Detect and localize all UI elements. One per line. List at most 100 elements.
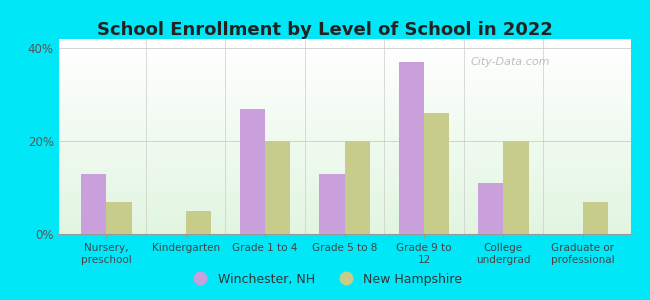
Bar xyxy=(58,87,630,88)
Bar xyxy=(58,88,630,89)
Bar xyxy=(58,139,630,140)
Bar xyxy=(58,192,630,193)
Bar xyxy=(58,161,630,162)
Bar xyxy=(58,39,630,40)
Bar xyxy=(58,126,630,127)
Bar xyxy=(58,78,630,79)
Bar xyxy=(58,212,630,214)
Bar xyxy=(58,52,630,53)
Bar xyxy=(58,195,630,196)
Bar xyxy=(58,118,630,119)
Bar xyxy=(58,108,630,109)
Bar xyxy=(58,146,630,147)
Bar xyxy=(58,115,630,116)
Bar xyxy=(58,140,630,141)
Bar xyxy=(58,203,630,204)
Bar xyxy=(58,43,630,44)
Bar xyxy=(58,167,630,168)
Bar xyxy=(58,59,630,61)
Bar xyxy=(58,65,630,66)
Bar xyxy=(58,102,630,103)
Bar xyxy=(58,202,630,203)
Bar xyxy=(58,220,630,221)
Bar xyxy=(58,175,630,176)
Bar xyxy=(58,55,630,56)
Bar xyxy=(58,168,630,169)
Bar xyxy=(58,109,630,110)
Bar xyxy=(58,144,630,145)
Bar xyxy=(58,221,630,222)
Bar xyxy=(58,147,630,148)
Bar xyxy=(58,91,630,92)
Bar xyxy=(58,95,630,97)
Bar xyxy=(58,149,630,150)
Bar xyxy=(58,131,630,132)
Bar xyxy=(58,93,630,94)
Bar xyxy=(58,160,630,161)
Bar xyxy=(58,77,630,78)
Bar xyxy=(58,196,630,197)
Bar xyxy=(58,45,630,46)
Bar xyxy=(58,50,630,51)
Bar xyxy=(58,111,630,112)
Bar xyxy=(58,66,630,67)
Bar xyxy=(58,62,630,63)
Bar xyxy=(58,159,630,160)
Bar xyxy=(58,198,630,199)
Bar xyxy=(58,205,630,206)
Bar xyxy=(58,188,630,189)
Bar xyxy=(58,187,630,188)
Bar xyxy=(58,97,630,98)
Bar xyxy=(58,185,630,186)
Bar xyxy=(58,104,630,105)
Bar xyxy=(58,46,630,47)
Bar xyxy=(58,121,630,122)
Bar xyxy=(58,40,630,41)
Bar xyxy=(58,41,630,42)
Bar xyxy=(58,225,630,226)
Bar xyxy=(58,86,630,87)
Bar xyxy=(58,133,630,134)
Legend: Winchester, NH, New Hampshire: Winchester, NH, New Hampshire xyxy=(183,268,467,291)
Bar xyxy=(58,67,630,68)
Bar xyxy=(58,124,630,125)
Bar xyxy=(58,214,630,215)
Bar xyxy=(58,110,630,111)
Bar xyxy=(58,181,630,182)
Bar xyxy=(58,107,630,108)
Bar xyxy=(58,129,630,130)
Bar xyxy=(398,62,424,234)
Bar xyxy=(58,164,630,165)
Bar xyxy=(58,84,630,85)
Bar xyxy=(58,106,630,107)
Bar xyxy=(58,74,630,75)
Bar xyxy=(58,156,630,157)
Text: City-Data.com: City-Data.com xyxy=(471,57,550,68)
Bar xyxy=(58,158,630,159)
Bar xyxy=(58,98,630,100)
Bar xyxy=(58,155,630,156)
Bar xyxy=(58,103,630,104)
Bar xyxy=(58,83,630,84)
Bar xyxy=(58,227,630,228)
Bar xyxy=(58,79,630,80)
Bar xyxy=(58,85,630,86)
Bar xyxy=(58,48,630,49)
Bar xyxy=(58,54,630,55)
Bar xyxy=(58,171,630,172)
Bar xyxy=(583,202,608,234)
Bar xyxy=(58,90,630,91)
Bar xyxy=(58,58,630,59)
Bar xyxy=(58,64,630,65)
Bar xyxy=(58,71,630,72)
Bar xyxy=(58,186,630,187)
Bar xyxy=(58,211,630,212)
Bar xyxy=(58,73,630,74)
Bar xyxy=(58,193,630,194)
Bar xyxy=(58,123,630,124)
Bar xyxy=(58,165,630,166)
Bar xyxy=(58,170,630,171)
Text: School Enrollment by Level of School in 2022: School Enrollment by Level of School in … xyxy=(97,21,553,39)
Bar xyxy=(58,49,630,50)
Bar xyxy=(58,136,630,137)
